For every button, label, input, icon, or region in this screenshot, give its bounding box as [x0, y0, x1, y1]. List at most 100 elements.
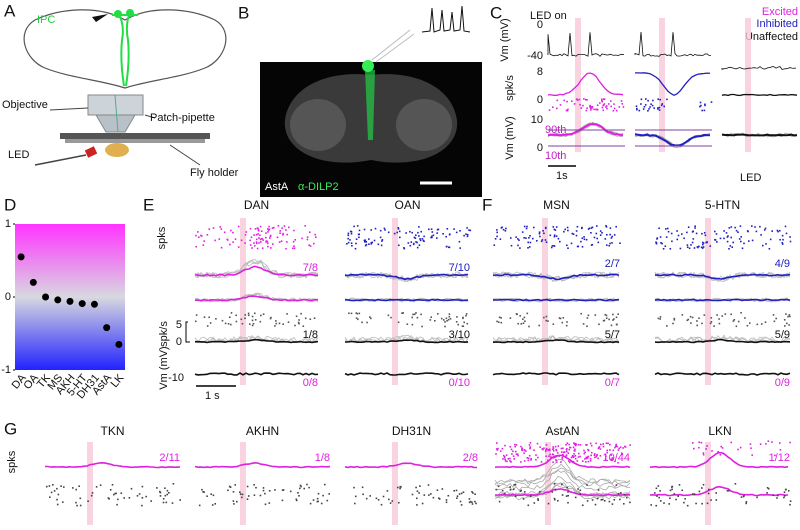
tick-label: 0 — [537, 19, 543, 31]
spike — [787, 490, 790, 492]
spike — [559, 104, 562, 106]
spike — [605, 317, 608, 319]
spike — [537, 498, 539, 500]
spike — [710, 321, 713, 323]
spike — [700, 246, 703, 249]
spike — [779, 238, 781, 241]
spike — [589, 460, 592, 462]
spike — [526, 312, 529, 315]
spike — [554, 456, 556, 458]
spike — [530, 459, 532, 461]
spike — [584, 458, 586, 460]
led-label: LED — [740, 172, 761, 184]
spike — [108, 498, 110, 500]
spike — [771, 441, 773, 443]
spike — [159, 490, 161, 493]
spike — [580, 107, 583, 109]
spike — [594, 503, 597, 506]
spike — [447, 318, 450, 321]
spike — [590, 232, 592, 234]
spike — [244, 317, 246, 320]
spike — [572, 455, 575, 458]
spike — [551, 491, 554, 493]
raster — [46, 483, 181, 507]
spike — [695, 502, 697, 505]
spike — [743, 494, 745, 497]
spike — [255, 238, 258, 241]
spike — [734, 483, 737, 485]
spike — [555, 459, 557, 461]
spike — [730, 441, 732, 444]
led-window — [240, 442, 246, 525]
spike — [438, 498, 441, 500]
spike — [268, 490, 271, 492]
spike — [657, 108, 659, 110]
spike — [233, 503, 235, 505]
spike — [386, 490, 389, 492]
spike — [760, 234, 762, 236]
spike — [566, 442, 569, 444]
spike — [698, 490, 701, 493]
trace — [194, 372, 319, 376]
gradient-background — [15, 224, 125, 370]
spike — [356, 225, 359, 227]
spike — [709, 322, 712, 325]
spike — [441, 488, 444, 490]
spike — [234, 484, 236, 486]
spike — [382, 495, 385, 498]
scale-label: 1 s — [205, 390, 220, 402]
spike — [579, 444, 582, 446]
spike — [456, 497, 458, 499]
raster — [635, 98, 713, 112]
spike — [579, 455, 581, 458]
spike — [576, 225, 579, 228]
spike — [421, 325, 423, 328]
spike — [326, 499, 329, 502]
spike — [585, 457, 588, 460]
trace — [45, 461, 181, 469]
spike — [609, 449, 611, 451]
spike — [75, 501, 77, 504]
spike — [437, 313, 439, 315]
spike — [528, 454, 531, 457]
spike — [577, 456, 580, 458]
spike — [591, 499, 594, 501]
spike — [590, 109, 592, 111]
spike — [691, 241, 694, 244]
spike — [515, 450, 517, 453]
trace — [635, 72, 711, 97]
spike — [513, 484, 515, 486]
spike — [436, 237, 438, 239]
spike — [612, 449, 615, 452]
spike — [90, 494, 93, 497]
raster — [655, 225, 792, 250]
spike — [550, 456, 552, 458]
spike — [605, 225, 607, 227]
spike — [610, 105, 612, 108]
spike — [728, 227, 731, 229]
spike — [740, 240, 742, 243]
spike — [768, 248, 771, 250]
spike — [261, 247, 264, 249]
fraction-label: 0/7 — [605, 377, 620, 389]
spike — [553, 245, 555, 247]
trace — [654, 298, 791, 302]
spike — [237, 225, 240, 228]
spike — [247, 495, 250, 497]
spike — [561, 494, 564, 496]
spike — [288, 226, 290, 229]
spike — [214, 503, 216, 505]
spike — [543, 232, 545, 235]
spike — [587, 449, 590, 452]
spike — [519, 490, 522, 492]
spike — [566, 486, 568, 489]
spike — [76, 504, 78, 507]
spike — [769, 238, 772, 241]
spike — [528, 444, 531, 446]
spike — [471, 503, 474, 505]
spike — [600, 499, 603, 501]
spike — [419, 485, 421, 487]
spike — [388, 498, 390, 501]
spike — [574, 448, 576, 450]
spike — [505, 454, 508, 456]
